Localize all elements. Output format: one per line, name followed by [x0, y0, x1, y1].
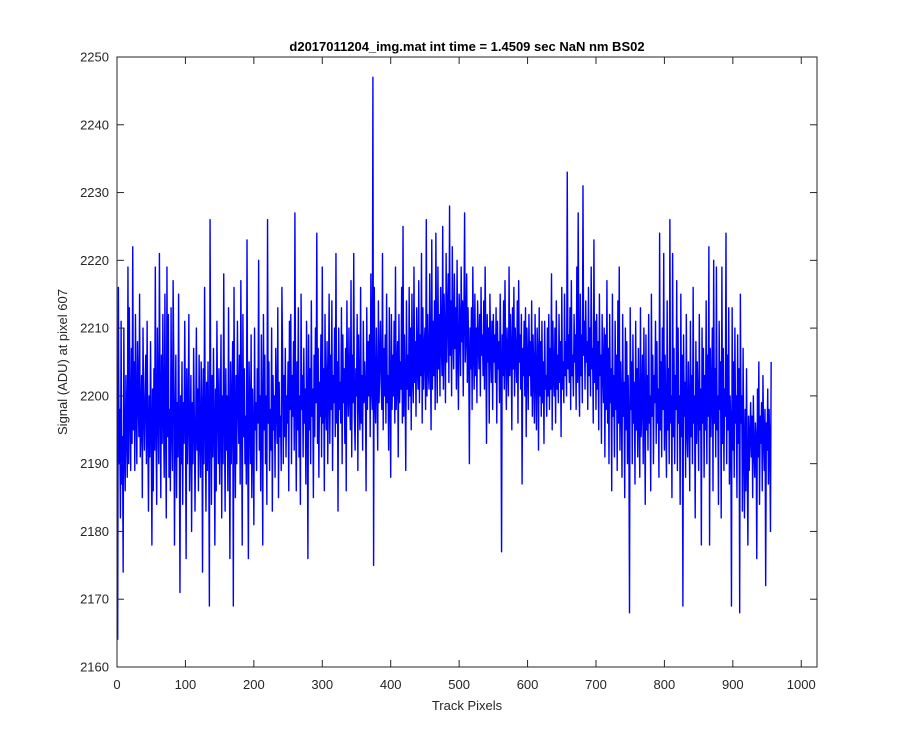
x-tick-label-200: 200 — [243, 677, 265, 692]
series-layer — [116, 76, 772, 640]
x-tick-label-700: 700 — [585, 677, 607, 692]
y-tick-label-2220: 2220 — [80, 253, 109, 268]
y-tick-label-2200: 2200 — [80, 388, 109, 403]
y-axis-label: Signal (ADU) at pixel 607 — [55, 289, 70, 435]
chart-title: d2017011204_img.mat int time = 1.4509 se… — [289, 39, 644, 54]
x-axis-label: Track Pixels — [432, 698, 503, 713]
x-tick-label-800: 800 — [654, 677, 676, 692]
y-tick-label-2170: 2170 — [80, 592, 109, 607]
y-tick-label-2240: 2240 — [80, 117, 109, 132]
x-tick-label-300: 300 — [311, 677, 333, 692]
y-tick-label-2230: 2230 — [80, 185, 109, 200]
y-tick-label-2210: 2210 — [80, 321, 109, 336]
x-tick-label-400: 400 — [380, 677, 402, 692]
y-tick-label-2190: 2190 — [80, 456, 109, 471]
y-tick-label-2160: 2160 — [80, 660, 109, 675]
y-tick-label-2180: 2180 — [80, 524, 109, 539]
y-tick-label-2250: 2250 — [80, 50, 109, 65]
axes-box — [116, 56, 818, 668]
x-tick-label-600: 600 — [517, 677, 539, 692]
x-tick-label-100: 100 — [175, 677, 197, 692]
x-tick-label-900: 900 — [722, 677, 744, 692]
x-tick-label-500: 500 — [448, 677, 470, 692]
axes-layer: 0 100 200 300 400 500 600 700 800 900 1000 2160 2170… — [80, 50, 818, 692]
x-tick-label-0: 0 — [113, 677, 120, 692]
x-tick-label-1000: 1000 — [787, 677, 816, 692]
series-line-1 — [116, 76, 772, 640]
